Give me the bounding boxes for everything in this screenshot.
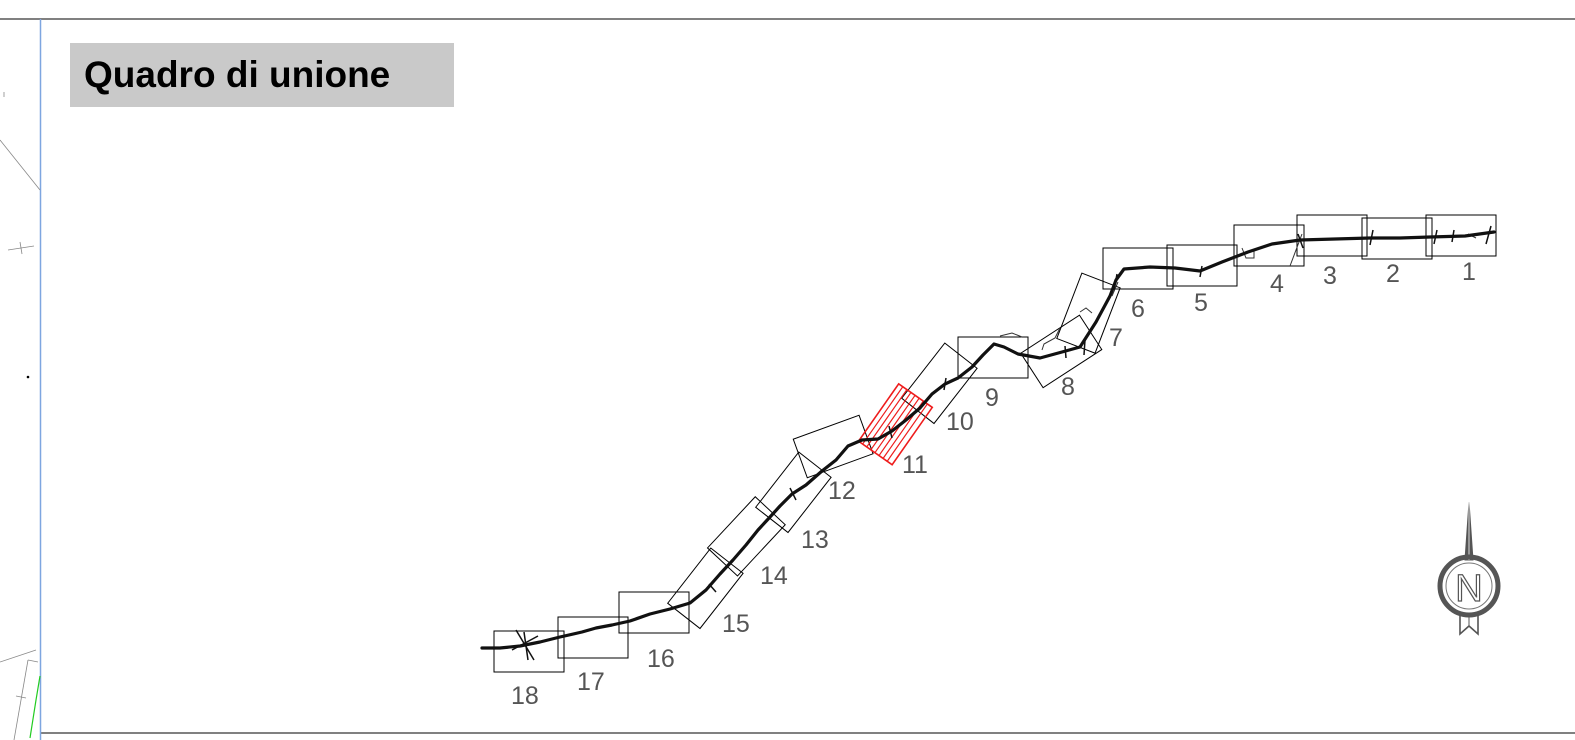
sheet-label: 5 [1194,289,1208,317]
sheet-frame [618,591,690,634]
margin-dot [26,375,30,379]
sheet-frame [1056,272,1121,354]
sheet-label: 14 [760,562,788,590]
sheet-label: 11 [902,451,928,479]
sheet-frame [1166,244,1238,287]
sheet-frames [493,214,1497,673]
sheet-label: 3 [1323,262,1337,290]
sheet-label: 16 [647,645,675,673]
north-arrow-icon: N [1437,501,1501,636]
sheet-frame [706,496,786,577]
north-letter: N [1455,568,1482,610]
sheet-label: 15 [722,610,750,638]
margin-fragments [0,92,41,740]
sheet-frame [957,336,1029,379]
sheet-labels: 1 2 3 4 5 6 7 8 9 10 11 12 13 14 15 16 1… [511,258,1476,710]
sheet-label: 12 [828,477,856,505]
sheet-frame [1425,214,1497,257]
route-crossings [511,225,1492,661]
side-roads [999,233,1477,351]
sheet-frame [1296,214,1368,257]
main-route [480,230,1496,650]
sheet-label: 10 [946,408,974,436]
sheet-frame [493,630,565,673]
sheet-label: 7 [1109,324,1123,352]
sheet-label: 6 [1131,295,1145,323]
sheet-label: 18 [511,682,539,710]
page-title: Quadro di unione [70,43,454,107]
sheet-label: 9 [985,384,999,412]
sheet-label: 4 [1270,270,1284,298]
sheet-frame [792,414,874,479]
sheet-label: 13 [801,526,829,554]
margin-green-line [29,675,41,739]
sheet-label: 1 [1462,258,1476,286]
sheet-label: 17 [577,668,605,696]
sheet-frame [666,547,744,630]
sheet-label: 2 [1386,260,1400,288]
sheet-label: 8 [1061,373,1075,401]
sheet-frame [754,451,832,534]
